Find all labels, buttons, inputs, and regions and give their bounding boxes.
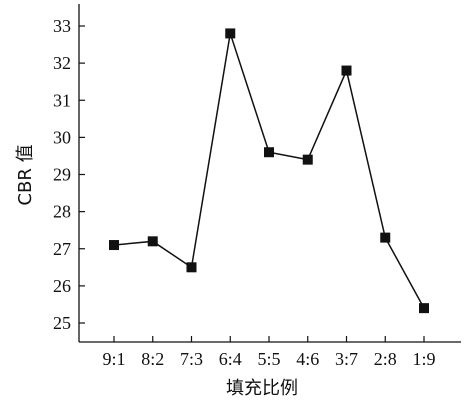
- plot-area: [109, 28, 429, 314]
- x-tick-label: 9:1: [102, 349, 125, 369]
- x-tick-label: 3:7: [335, 349, 358, 369]
- data-point-marker: [302, 154, 313, 165]
- data-point-marker: [380, 232, 391, 243]
- x-tick-label: 6:4: [219, 349, 242, 369]
- x-ticks: 9:1 8:2 7:3 6:4 5:5 4:6 3:7 2:8 1:9: [102, 336, 436, 369]
- y-tick-label: 30: [53, 127, 71, 147]
- data-point-marker: [109, 240, 119, 251]
- data-point-marker: [341, 65, 352, 76]
- x-tick-label: 5:5: [257, 349, 280, 369]
- x-tick-label: 2:8: [374, 349, 397, 369]
- data-point-marker: [419, 303, 429, 314]
- y-tick-label: 31: [53, 90, 71, 110]
- y-tick-label: 27: [53, 239, 71, 259]
- y-tick-label: 29: [53, 165, 71, 185]
- series-line: [113, 33, 425, 309]
- data-point-marker: [264, 147, 274, 158]
- data-markers: [109, 28, 429, 314]
- data-point-marker: [147, 236, 158, 247]
- axes: 25 26 27 28 29 30 31 32 33 9:1 8:2 7:3 6:4 5:5 4:6 3:7…: [53, 4, 461, 369]
- x-tick-label: 7:3: [180, 349, 203, 369]
- y-tick-label: 26: [53, 276, 71, 296]
- y-tick-label: 32: [53, 53, 71, 73]
- x-tick-label: 4:6: [296, 349, 319, 369]
- x-tick-label: 8:2: [141, 349, 164, 369]
- data-point-marker: [186, 262, 197, 273]
- y-tick-label: 33: [53, 16, 71, 36]
- x-tick-label: 1:9: [412, 349, 435, 369]
- x-axis-title: 填充比例: [226, 378, 298, 399]
- y-ticks: 25 26 27 28 29 30 31 32 33: [53, 16, 85, 333]
- y-tick-label: 28: [53, 202, 71, 222]
- y-tick-label: 25: [53, 313, 71, 333]
- data-point-marker: [225, 28, 236, 39]
- y-axis-title: CBR 值: [15, 144, 36, 205]
